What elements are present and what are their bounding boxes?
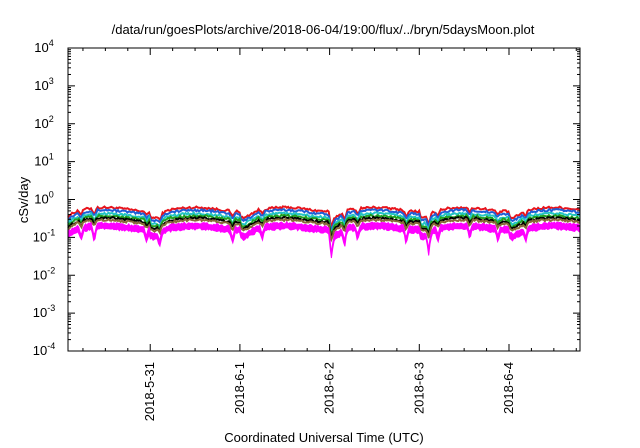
y-tick-label: 10-2 [33,265,55,282]
y-tick-label: 103 [34,76,53,93]
series-line-2 [67,210,581,235]
y-tick-label: 101 [34,152,53,169]
series-layer [67,205,581,259]
series-line-5 [67,216,581,243]
x-tick-label: 2018-5-31 [142,362,157,421]
chart-title: /data/run/goesPlots/archive/2018-06-04/1… [112,22,535,37]
y-tick-label: 104 [34,38,53,55]
plot-frame [67,47,581,352]
y-axis-label: cSv/day [16,176,31,223]
y-tick-label: 100 [34,190,53,207]
series-line-3 [67,212,581,238]
x-tick-label: 2018-6-1 [232,362,247,414]
x-tick-label: 2018-6-2 [322,362,337,414]
y-tick-label: 10-3 [33,303,55,320]
x-axis: 2018-5-31 2018-6-1 2018-6-2 2018-6-3 2018-6-… [82,48,577,421]
x-tick-label: 2018-6-4 [501,362,516,414]
y-tick-label: 10-4 [33,341,55,358]
x-tick-label: 2018-6-3 [411,362,426,414]
y-axis: 10-4 10-3 10-2 10-1 100 101 102 103 104 [33,38,580,358]
series-line-1 [67,207,581,234]
y-tick-label: 10-1 [33,227,55,244]
series-line-0 [67,205,581,228]
x-axis-label: Coordinated Universal Time (UTC) [224,430,423,445]
y-tick-label: 102 [34,114,53,131]
